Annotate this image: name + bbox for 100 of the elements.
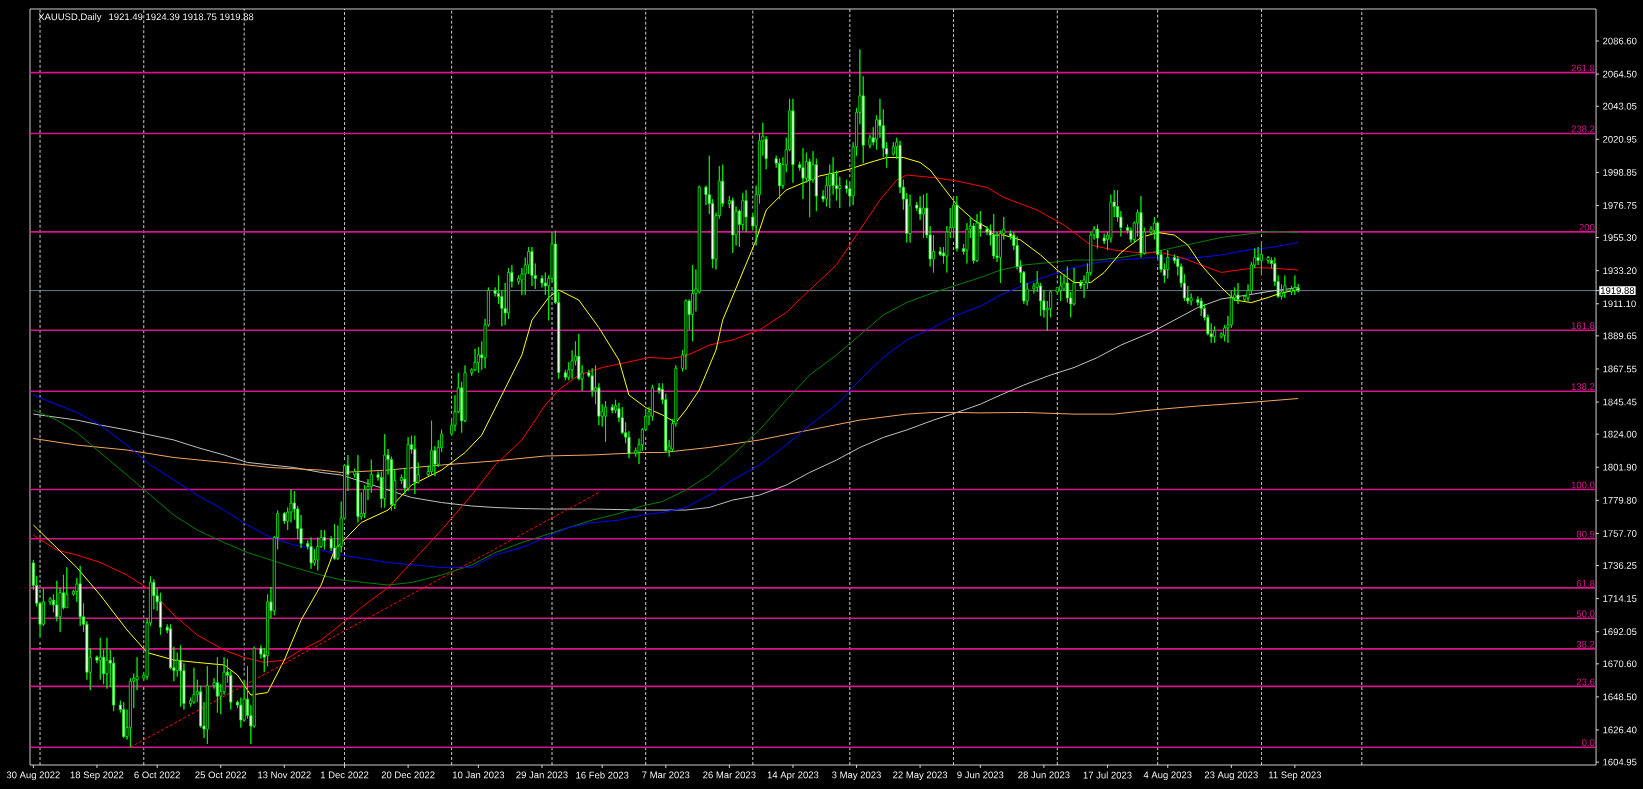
y-tick-label: 2086.60 — [1603, 37, 1637, 45]
annotation: 80.9 — [1576, 530, 1595, 538]
y-tick-label: 1911.10 — [1603, 300, 1636, 308]
annotation: 100.0 — [1571, 481, 1595, 489]
x-tick-label: 10 Jan 2023 — [452, 771, 505, 779]
candlestick — [1059, 275, 1063, 302]
candlestick — [179, 644, 183, 708]
x-tick-label: 18 Sep 2022 — [70, 771, 124, 781]
y-tick-label: 1801.90 — [1603, 463, 1637, 471]
x-tick-label: 3 May 2023 — [832, 771, 881, 781]
candlestick — [406, 436, 410, 492]
x-tick-label: 11 Sep 2023 — [1269, 771, 1322, 781]
y-tick-label: 1648.50 — [1603, 693, 1637, 701]
y-tick-label: 1714.15 — [1603, 595, 1637, 602]
candlestick — [413, 435, 417, 495]
y-tick-label: 1933.20 — [1603, 267, 1637, 275]
candlestick — [322, 529, 326, 550]
candlestick — [1199, 297, 1203, 317]
y-tick-label: 1779.80 — [1603, 496, 1637, 504]
annotation: 200 — [1579, 223, 1595, 231]
line-series — [32, 398, 1299, 473]
y-tick-label: 1692.05 — [1603, 628, 1637, 636]
x-tick-label: 7 Mar 2023 — [642, 771, 690, 779]
candlestick — [105, 637, 109, 690]
x-tick-label: 17 Jul 2023 — [1083, 771, 1132, 779]
candlestick — [1259, 240, 1263, 276]
annotation: 61.8 — [1576, 579, 1595, 587]
x-tick-label: 1 Dec 2022 — [320, 771, 369, 779]
candlestick — [791, 98, 795, 184]
y-tick-label: 1889.65 — [1603, 332, 1637, 340]
x-tick-label: 26 Mar 2023 — [703, 771, 756, 779]
candlestick — [1283, 275, 1287, 299]
candlestick — [975, 213, 979, 263]
candlestick — [921, 194, 925, 239]
annotation: 38.2 — [1576, 640, 1595, 648]
y-tick-label: 1845.45 — [1603, 398, 1637, 406]
candlestick — [1166, 249, 1170, 279]
candlestick — [356, 454, 360, 523]
annotation: 0.0 — [1582, 739, 1595, 746]
y-tick-label: 1824.00 — [1603, 430, 1637, 438]
candlestick — [192, 667, 196, 705]
candlestick — [604, 400, 608, 443]
candlestick — [215, 656, 219, 713]
annotation: 261.8 — [1571, 64, 1595, 72]
candlestick — [122, 701, 126, 739]
candlestick — [908, 194, 912, 243]
annotation: 138.2 — [1571, 383, 1595, 390]
candlestick — [1266, 255, 1270, 264]
candlestick — [530, 246, 534, 287]
chart-title: XAUUSD,Daily — [38, 13, 102, 23]
candlestick — [778, 158, 782, 200]
y-tick-label: 1626.40 — [1603, 726, 1637, 734]
candlestick — [801, 147, 805, 200]
x-tick-label: 9 Jun 2023 — [957, 771, 1004, 779]
candlestick — [128, 677, 132, 748]
y-tick-label: 1867.55 — [1603, 365, 1637, 373]
candlestick — [891, 141, 895, 157]
y-tick-label: 1998.85 — [1603, 169, 1637, 176]
candlestick — [1213, 325, 1217, 344]
candlestick — [1236, 282, 1240, 305]
candlestick — [650, 384, 654, 422]
x-tick-label: 28 Jun 2023 — [1018, 771, 1070, 779]
candlestick — [731, 197, 735, 254]
candlestick — [1139, 195, 1143, 258]
x-tick-label: 23 Aug 2023 — [1204, 771, 1258, 781]
chart-subtitle: 1921.49 1924.39 1918.75 1919.88 — [109, 13, 254, 21]
x-tick-label: 22 May 2023 — [893, 771, 948, 781]
annotation: 50.0 — [1576, 610, 1595, 618]
candlestick — [691, 264, 695, 342]
candlestick — [333, 523, 337, 561]
candlestick — [992, 213, 996, 260]
y-tick-label: 1976.75 — [1603, 202, 1637, 209]
y-tick-label: 2043.05 — [1603, 102, 1637, 110]
candlestick — [98, 637, 102, 681]
x-tick-label: 16 Feb 2023 — [576, 771, 629, 779]
candlestick — [1095, 224, 1099, 249]
x-tick-label: 30 Aug 2022 — [6, 771, 60, 781]
candlestick — [65, 566, 69, 609]
annotation: 23.6 — [1576, 678, 1595, 686]
annotation: 238.2 — [1571, 125, 1595, 133]
candlestick — [684, 299, 688, 371]
y-tick-label: 1955.30 — [1603, 234, 1637, 241]
x-tick-label: 25 Oct 2022 — [195, 771, 247, 779]
x-tick-label: 4 Aug 2023 — [1143, 771, 1192, 781]
x-tick-label: 20 Dec 2022 — [381, 771, 435, 779]
y-tick-label: 2020.95 — [1603, 135, 1637, 143]
annotation: 161.8 — [1571, 322, 1595, 330]
y-tick-label: 1670.60 — [1603, 660, 1637, 668]
y-tick-label: 1757.70 — [1603, 530, 1637, 537]
x-tick-label: 29 Jan 2023 — [516, 771, 568, 779]
candlestick — [205, 665, 209, 745]
candlestick — [744, 189, 748, 233]
candlestick — [309, 537, 313, 570]
line-series — [32, 287, 1299, 511]
y-tick-label: 2064.50 — [1603, 70, 1637, 78]
y-tick-label: 1604.95 — [1603, 758, 1637, 766]
candlestick — [473, 348, 477, 372]
candlestick — [430, 420, 434, 475]
x-tick-label: 13 Nov 2022 — [258, 771, 311, 779]
candlestick — [1293, 275, 1297, 296]
